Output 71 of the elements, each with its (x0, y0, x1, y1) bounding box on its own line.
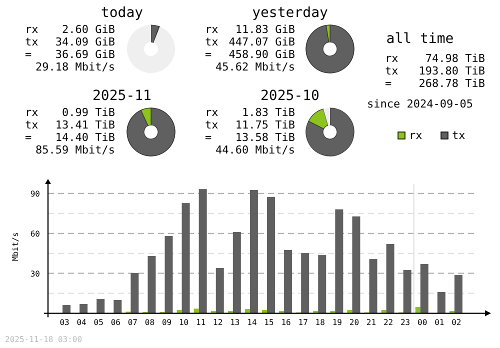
text: rx (205, 23, 219, 36)
x-tick-label: 10 (178, 318, 189, 327)
x-tick-label: 11 (196, 318, 206, 327)
text: 14.40 TiB (55, 131, 116, 144)
text: tx (385, 64, 399, 78)
text: all time (386, 31, 454, 47)
text: tx (205, 36, 219, 48)
chart-title: 2025-11 (92, 88, 152, 104)
text: 268.78 TiB (418, 77, 486, 90)
text: rx (385, 52, 399, 65)
text: 11.83 GiB (235, 23, 296, 36)
x-tick-label: 04 (76, 318, 87, 327)
x-tick-label: 21 (366, 318, 376, 327)
text: = (385, 77, 392, 90)
x-tick-label: 20 (349, 318, 360, 327)
text: = (25, 48, 32, 61)
text: 29.18 Mbit/s (36, 60, 115, 74)
text: tx (25, 118, 39, 132)
legend-label: rx (409, 129, 423, 142)
y-tick-label: 30 (30, 269, 40, 278)
x-tick-label: 03 (60, 318, 70, 327)
x-tick-label: 08 (144, 318, 155, 327)
text: 45.62 Mbit/s (216, 60, 295, 74)
x-tick-label: 09 (162, 318, 172, 327)
x-tick-label: 15 (264, 318, 274, 327)
text: tx (25, 36, 39, 48)
text: 74.98 TiB (425, 52, 486, 65)
text: 458.90 GiB (228, 48, 296, 61)
text: tx (205, 118, 219, 132)
text: 193.80 TiB (418, 64, 486, 78)
x-tick-label: 07 (128, 318, 138, 327)
x-tick-label: 05 (94, 318, 104, 327)
x-tick-label: 01 (434, 318, 444, 327)
text: rx (25, 23, 39, 36)
text: 85.59 Mbit/s (36, 144, 115, 156)
x-tick-label: 13 (230, 318, 240, 327)
text: rx (25, 106, 39, 119)
x-tick-label: 16 (281, 318, 292, 327)
text: 2.60 GiB (62, 23, 116, 36)
x-tick-label: 18 (315, 318, 326, 327)
text: 34.09 GiB (55, 36, 116, 48)
y-axis-title: Mbit/s (11, 232, 20, 262)
x-tick-label: 00 (418, 318, 428, 327)
x-tick-label: 06 (110, 318, 121, 327)
x-tick-label: 14 (247, 318, 257, 327)
text: = (205, 131, 212, 144)
text: 11.75 TiB (235, 118, 296, 132)
chart-title: 2025-10 (260, 88, 320, 104)
y-tick-label: 60 (30, 229, 40, 238)
text: = (25, 131, 32, 144)
text: 44.60 Mbit/s (216, 144, 295, 156)
x-tick-label: 19 (332, 318, 342, 327)
y-tick-label: 90 (30, 189, 40, 198)
text: 13.58 TiB (235, 131, 296, 144)
text: 2025-11-18 03:00 (5, 335, 82, 344)
text: 1.83 TiB (242, 106, 296, 119)
text: 447.07 GiB (228, 36, 296, 48)
x-tick-label: 22 (383, 318, 394, 327)
text: rx (205, 106, 219, 119)
chart-title: yesterday (252, 5, 328, 21)
text: 13.41 TiB (55, 118, 116, 132)
x-tick-label: 02 (452, 318, 462, 327)
x-tick-label: 23 (400, 318, 410, 327)
text: = (205, 48, 212, 61)
legend-label: tx (452, 129, 466, 142)
text: since 2024-09-05 (367, 98, 473, 110)
chart-title: today (100, 5, 144, 21)
text: 0.99 TiB (62, 106, 116, 119)
text: 36.69 GiB (55, 48, 116, 61)
x-tick-label: 12 (213, 318, 223, 327)
x-tick-label: 17 (298, 318, 308, 327)
